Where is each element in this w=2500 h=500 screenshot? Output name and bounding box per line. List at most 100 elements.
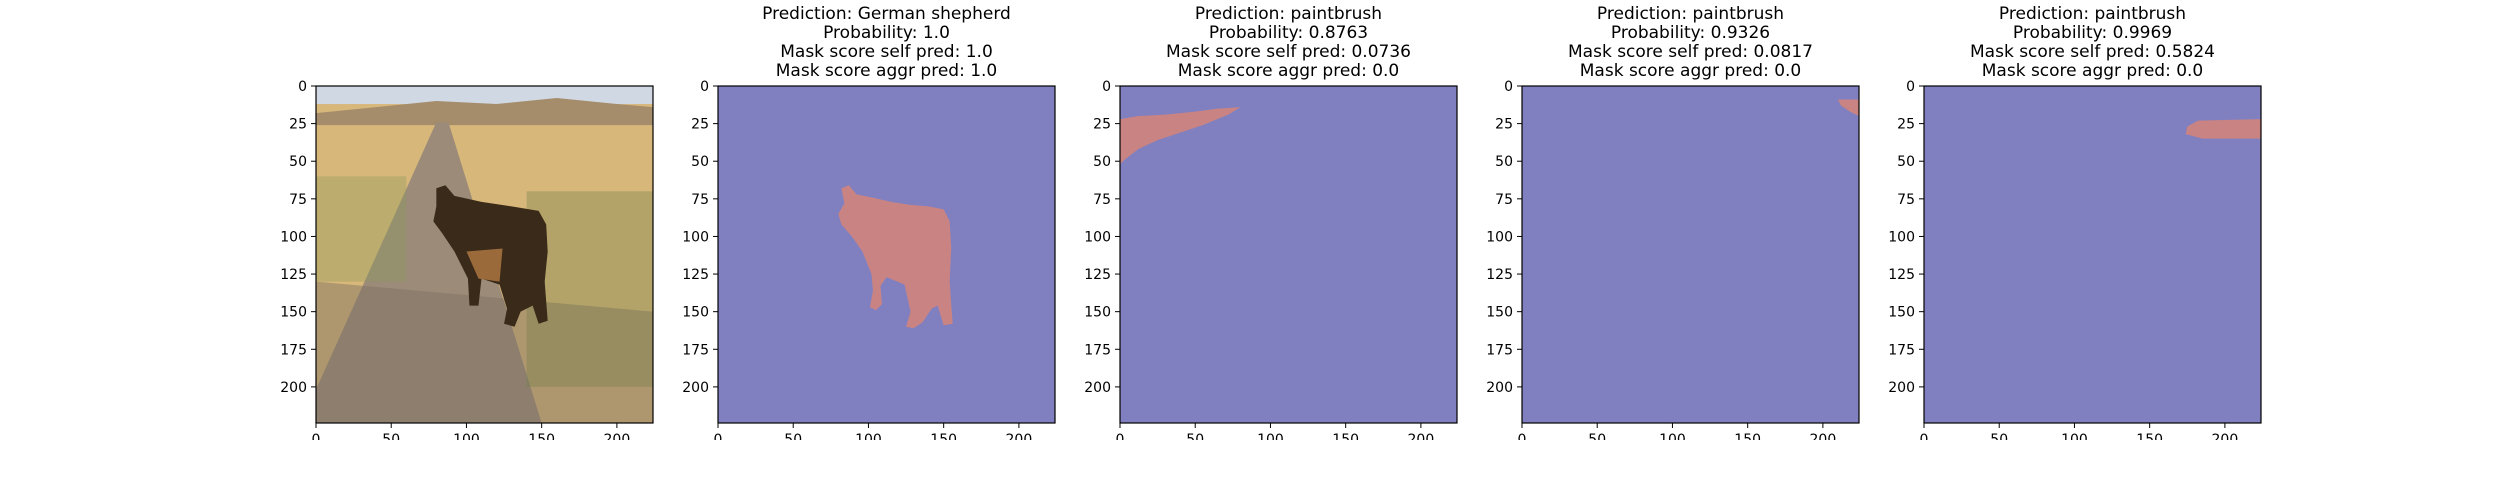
y-tick-label: 100: [1888, 229, 1915, 245]
subplot-title: Prediction: German shepherd Probability: …: [658, 5, 1115, 81]
mask-background: [1924, 86, 2261, 423]
y-tick-label: 25: [1093, 117, 1111, 133]
x-tick-label: 200: [2212, 432, 2239, 440]
x-tick-label: 200: [604, 432, 631, 440]
y-tick-label: 150: [280, 305, 307, 321]
y-tick-label: 200: [1486, 380, 1513, 396]
title-line: Prediction: paintbrush: [1596, 4, 1785, 24]
title-line: Prediction: paintbrush: [1194, 4, 1383, 24]
y-tick-label: 75: [1495, 192, 1513, 208]
x-tick-label: 50: [784, 432, 802, 440]
y-tick-label: 200: [1888, 380, 1915, 396]
photo-sky: [316, 86, 653, 105]
subplot-4: Prediction: paintbrush Probability: 0.932…: [1462, 0, 1882, 500]
axes-frame: [1119, 85, 1458, 424]
x-tick-label: 100: [453, 432, 480, 440]
y-tick-label: 0: [1906, 79, 1915, 95]
title-line: Mask score aggr pred: 0.0: [1177, 61, 1400, 81]
x-tick-label: 50: [1186, 432, 1204, 440]
y-tick-label: 125: [682, 267, 709, 283]
y-tick-label: 50: [1093, 154, 1111, 170]
x-tick-label: 50: [382, 432, 400, 440]
title-line: Mask score self pred: 0.5824: [1970, 42, 2215, 62]
x-tick-label: 150: [528, 432, 555, 440]
mask-region: [2185, 119, 2261, 139]
x-tick-label: 150: [2136, 432, 2163, 440]
subplot-title: Prediction: paintbrush Probability: 0.876…: [1060, 5, 1517, 81]
image-area: [316, 86, 653, 423]
x-tick-label: 150: [1332, 432, 1359, 440]
y-tick-label: 50: [289, 154, 307, 170]
photo-hills: [316, 98, 653, 126]
y-tick-label: 100: [682, 229, 709, 245]
y-tick-label: 200: [280, 380, 307, 396]
y-tick-label: 50: [1495, 154, 1513, 170]
subplot-title: Prediction: paintbrush Probability: 0.932…: [1462, 5, 1919, 81]
y-tick-label: 0: [1504, 79, 1513, 95]
y-tick-label: 175: [280, 342, 307, 358]
title-line: Mask score aggr pred: 0.0: [1981, 61, 2204, 81]
y-tick-label: 25: [1897, 117, 1915, 133]
x-tick-label: 100: [2061, 432, 2088, 440]
y-tick-label: 50: [691, 154, 709, 170]
mask-region: [1837, 99, 1859, 117]
x-tick-label: 150: [1734, 432, 1761, 440]
image-area: [718, 86, 1055, 423]
y-tick-label: 175: [1888, 342, 1915, 358]
photo-dog-tan: [466, 248, 503, 282]
y-tick-label: 75: [1093, 192, 1111, 208]
title-line: Probability: 1.0: [823, 23, 950, 43]
x-tick-label: 0: [312, 432, 321, 440]
axes-frame: [315, 85, 654, 424]
mask-region: [838, 185, 953, 329]
photo-grass-right: [526, 191, 653, 387]
y-tick-label: 125: [280, 267, 307, 283]
title-line: Prediction: German shepherd: [762, 4, 1011, 24]
y-tick-label: 150: [1084, 305, 1111, 321]
plot-svg: 0 50 100 150 200 0 25 50 75 100 125 150 175 200: [280, 79, 654, 440]
subplot-3: Prediction: paintbrush Probability: 0.876…: [1060, 0, 1480, 500]
x-tick-label: 100: [1257, 432, 1284, 440]
x-tick-label: 0: [1920, 432, 1929, 440]
y-tick-label: 125: [1084, 267, 1111, 283]
y-tick-label: 200: [682, 380, 709, 396]
image-area: [1924, 86, 2261, 423]
y-tick-label: 175: [682, 342, 709, 358]
y-tick-label: 50: [1897, 154, 1915, 170]
mask-region: [1120, 107, 1241, 165]
photo-road: [316, 122, 542, 423]
y-tick-label: 75: [1897, 192, 1915, 208]
subplot-2: Prediction: German shepherd Probability: …: [658, 0, 1078, 500]
axes-frame: [1923, 85, 2262, 424]
title-line: Probability: 0.9969: [2012, 23, 2173, 43]
title-line: Mask score self pred: 0.0817: [1568, 42, 1813, 62]
y-tick-label: 150: [1486, 305, 1513, 321]
plot-svg: 0 50 100 150 200 0 25 50 75 100 125 150 175 200: [1084, 79, 1458, 440]
title-line: Probability: 0.9326: [1610, 23, 1771, 43]
x-tick-label: 150: [930, 432, 957, 440]
x-tick-label: 0: [1518, 432, 1527, 440]
plot-svg: 0 50 100 150 200 0 25 50 75 100 125 150 175 200: [682, 79, 1056, 440]
title-line: Prediction: paintbrush: [1998, 4, 2187, 24]
axes-frame: [717, 85, 1056, 424]
y-tick-label: 100: [1486, 229, 1513, 245]
title-line: Mask score self pred: 0.0736: [1166, 42, 1411, 62]
y-tick-label: 175: [1486, 342, 1513, 358]
plot-svg: 0 50 100 150 200 0 25 50 75 100 125 150 175 200: [1486, 79, 1860, 440]
mask-background: [1522, 86, 1859, 423]
x-tick-label: 0: [714, 432, 723, 440]
y-tick-label: 25: [289, 117, 307, 133]
title-line: Mask score self pred: 1.0: [780, 42, 993, 62]
title-line: Mask score aggr pred: 0.0: [1579, 61, 1802, 81]
y-tick-label: 75: [691, 192, 709, 208]
x-tick-label: 200: [1408, 432, 1435, 440]
title-line: Mask score aggr pred: 1.0: [775, 61, 998, 81]
x-tick-label: 200: [1006, 432, 1033, 440]
subplot-1: 0 50 100 150 200 0 25 50 75 100 125 150 175 200: [256, 0, 676, 500]
y-tick-label: 0: [700, 79, 709, 95]
x-tick-label: 50: [1990, 432, 2008, 440]
image-area: [1120, 86, 1457, 423]
y-tick-label: 125: [1486, 267, 1513, 283]
y-tick-label: 100: [1084, 229, 1111, 245]
y-tick-label: 200: [1084, 380, 1111, 396]
